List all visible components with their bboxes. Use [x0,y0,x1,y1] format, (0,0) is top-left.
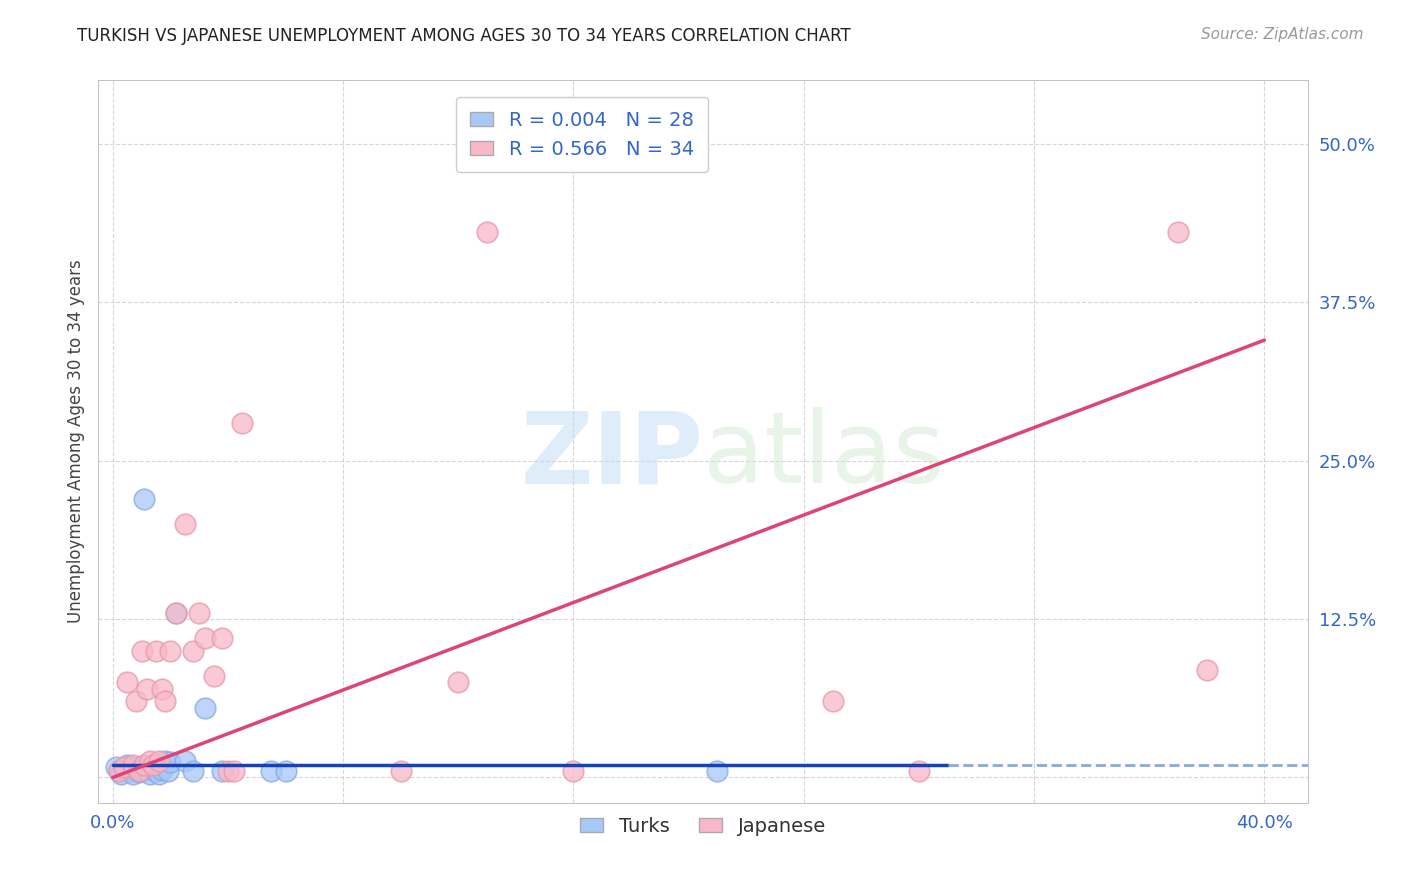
Point [389,764,412,778]
Point [148,766,170,780]
Text: atlas: atlas [703,408,945,505]
Point [139,754,162,768]
Point [222,764,245,778]
Point [145,764,167,778]
Point [107,764,129,778]
Point [145,643,167,657]
Point [562,764,585,778]
Point [131,643,153,657]
Point [131,764,153,778]
Point [148,754,170,768]
Point [475,226,498,240]
Point [110,766,132,780]
Point [165,606,187,620]
Point [447,675,470,690]
Point [159,756,181,770]
Point [125,760,148,774]
Point [134,757,156,772]
Point [202,669,225,683]
Text: ZIP: ZIP [520,408,703,505]
Point [217,764,239,778]
Point [112,760,135,774]
Point [260,764,283,778]
Point [136,681,159,696]
Point [1195,663,1218,677]
Point [153,694,176,708]
Point [231,416,253,430]
Point [194,700,217,714]
Point [134,491,156,506]
Point [153,754,176,768]
Point [159,643,181,657]
Point [128,765,150,780]
Point [1167,226,1189,240]
Point [194,631,217,645]
Text: TURKISH VS JAPANESE UNEMPLOYMENT AMONG AGES 30 TO 34 YEARS CORRELATION CHART: TURKISH VS JAPANESE UNEMPLOYMENT AMONG A… [77,27,851,45]
Point [211,764,233,778]
Y-axis label: Unemployment Among Ages 30 to 34 years: Unemployment Among Ages 30 to 34 years [66,260,84,624]
Point [908,764,931,778]
Point [173,754,195,768]
Point [128,764,150,778]
Point [104,760,127,774]
Point [188,606,211,620]
Point [165,606,187,620]
Point [183,764,205,778]
Point [122,766,145,780]
Legend: Turks, Japanese: Turks, Japanese [572,809,834,844]
Point [142,757,165,772]
Point [706,764,728,778]
Point [139,766,162,780]
Text: Source: ZipAtlas.com: Source: ZipAtlas.com [1201,27,1364,42]
Point [112,762,135,776]
Point [120,764,142,778]
Point [150,763,173,777]
Point [821,694,844,708]
Point [115,675,138,690]
Point [173,516,195,531]
Point [156,764,179,778]
Point [142,762,165,776]
Point [150,681,173,696]
Point [211,631,233,645]
Point [125,694,148,708]
Point [115,757,138,772]
Point [107,764,129,778]
Point [274,764,297,778]
Point [183,643,205,657]
Point [122,757,145,772]
Point [136,763,159,777]
